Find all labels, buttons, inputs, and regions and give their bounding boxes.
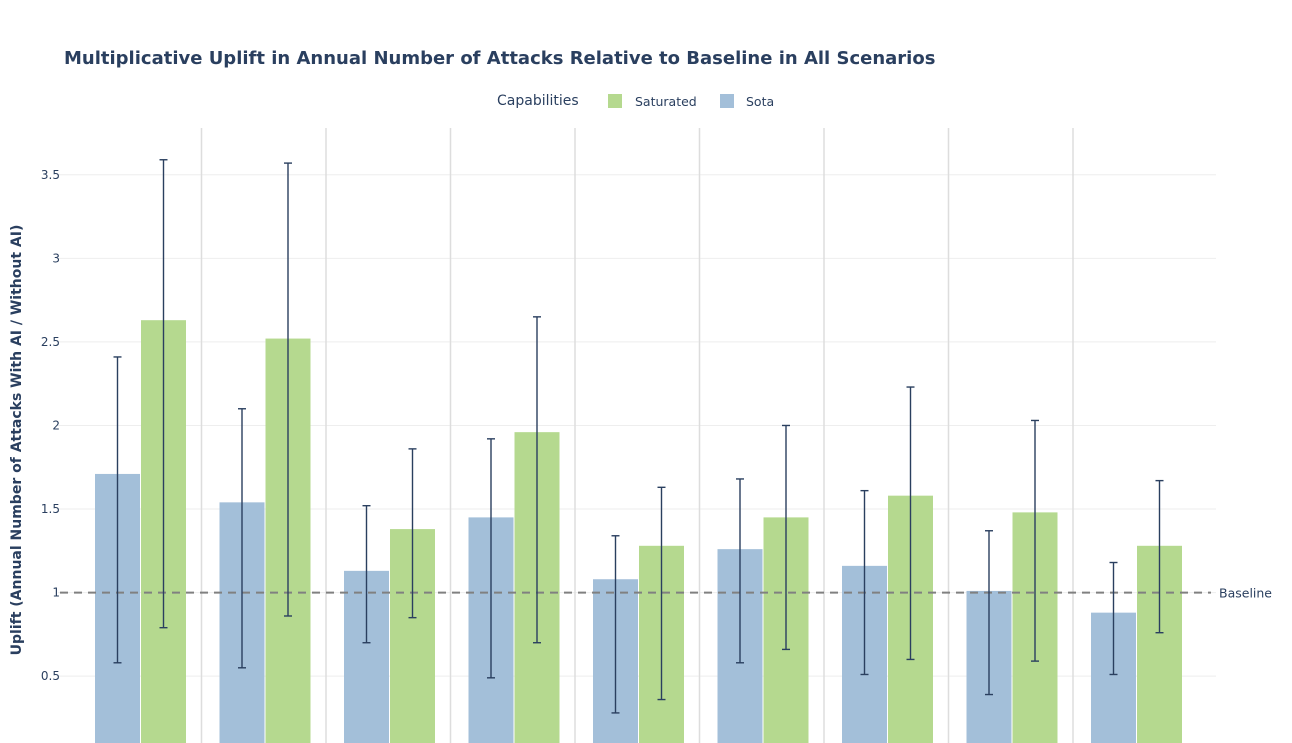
- y-tick-label: 2: [52, 418, 60, 432]
- y-axis-label: Uplift (Annual Number of Attacks With AI…: [9, 225, 25, 656]
- legend-title: Capabilities: [497, 93, 579, 109]
- baseline: Baseline: [60, 586, 1272, 601]
- y-tick-label: 2.5: [41, 335, 60, 349]
- legend-swatch-saturated[interactable]: [608, 94, 622, 108]
- y-tick-label: 3: [52, 251, 60, 265]
- chart-title: Multiplicative Uplift in Annual Number o…: [64, 48, 935, 69]
- legend: Capabilities Saturated Sota: [497, 93, 774, 109]
- y-tick-label: 1.5: [41, 502, 60, 516]
- legend-swatch-sota[interactable]: [720, 94, 734, 108]
- baseline-label: Baseline: [1219, 586, 1272, 601]
- grid: [58, 128, 1216, 743]
- y-axis: 0.5 1 1.5 2 2.5 3 3.5: [41, 168, 60, 683]
- legend-label-sota[interactable]: Sota: [746, 94, 774, 109]
- legend-label-saturated[interactable]: Saturated: [635, 94, 697, 109]
- error-bars: [113, 159, 1164, 714]
- y-tick-label: 0.5: [41, 669, 60, 683]
- bars: [95, 320, 1182, 743]
- y-tick-label: 3.5: [41, 168, 60, 182]
- y-tick-label: 1: [52, 586, 60, 600]
